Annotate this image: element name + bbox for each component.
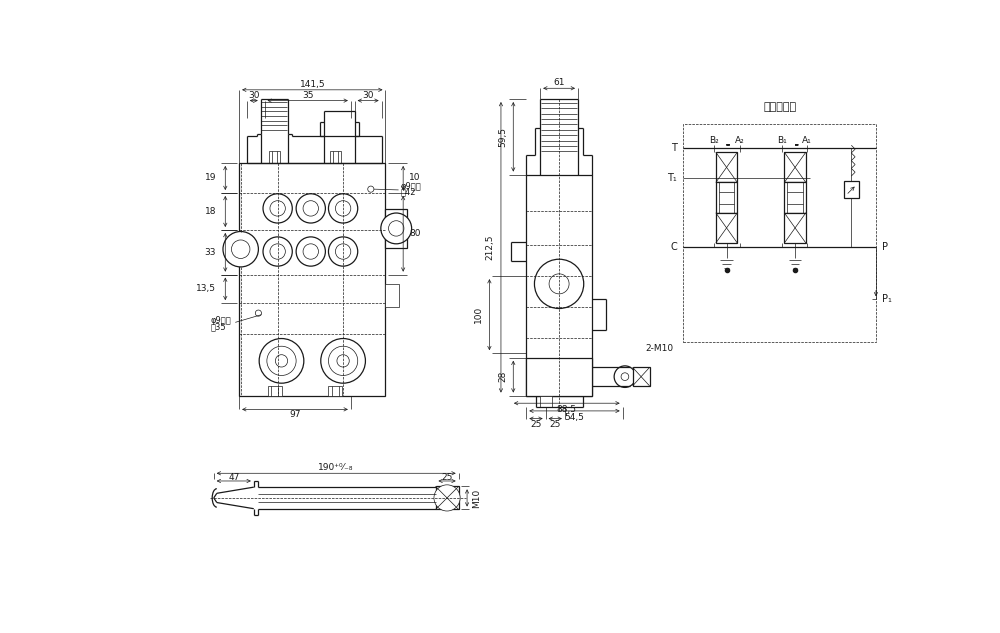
Circle shape [259,339,304,383]
Circle shape [270,201,285,216]
Text: 10: 10 [409,173,421,182]
Circle shape [434,485,460,511]
Bar [716,152,737,182]
Circle shape [231,240,250,258]
Text: 80: 80 [409,229,421,238]
Text: 100: 100 [474,306,483,323]
Text: B₂: B₂ [709,136,719,145]
Text: 97: 97 [289,410,301,419]
Text: 高42: 高42 [401,188,416,197]
Text: 30: 30 [248,91,260,100]
Bar [328,386,342,396]
Bar [269,151,280,163]
Bar [784,152,806,182]
Circle shape [549,274,569,294]
Bar [385,284,399,307]
Bar [844,182,859,198]
Circle shape [381,213,412,244]
Circle shape [296,194,325,223]
Text: 25: 25 [530,420,541,429]
Circle shape [270,244,285,260]
Text: 61: 61 [553,78,565,87]
Text: 19: 19 [205,173,216,182]
Circle shape [263,237,292,266]
Text: A₂: A₂ [735,136,745,145]
Circle shape [223,232,258,267]
Bar [385,209,407,248]
Text: 30: 30 [362,91,374,100]
Text: P: P [882,242,888,252]
Circle shape [328,194,358,223]
Circle shape [267,346,296,375]
Circle shape [368,186,374,192]
Bar [526,358,592,396]
Text: A₁: A₁ [802,136,812,145]
Bar [683,123,876,342]
Text: T₁: T₁ [668,173,677,182]
Text: 190⁺⁰⁄₋₈: 190⁺⁰⁄₋₈ [318,463,354,472]
Circle shape [389,221,404,236]
Circle shape [303,201,318,216]
Bar [784,182,806,213]
Circle shape [534,260,584,308]
Text: 212,5: 212,5 [486,235,495,260]
Bar [540,396,552,407]
Text: P₁: P₁ [882,294,892,304]
Bar [436,486,459,510]
Circle shape [255,310,261,316]
Text: 141,5: 141,5 [299,80,325,89]
Bar [716,213,737,243]
Text: M10: M10 [472,488,481,508]
Text: 25: 25 [549,420,561,429]
Circle shape [328,346,358,375]
Text: T: T [671,143,677,153]
Text: 18: 18 [205,207,216,216]
Text: 54,5: 54,5 [565,413,584,422]
Bar [716,182,737,213]
Circle shape [614,366,636,387]
Circle shape [275,354,288,367]
Bar [784,213,806,243]
Text: 47: 47 [228,473,239,482]
Circle shape [303,244,318,260]
Circle shape [621,373,629,380]
Text: φ9通孔: φ9通孔 [401,182,422,191]
Bar [526,175,592,396]
Text: C: C [671,242,677,252]
Circle shape [321,339,365,383]
Bar [633,367,650,386]
Text: 高35: 高35 [211,322,226,332]
Circle shape [263,194,292,223]
Circle shape [328,237,358,266]
Text: B₁: B₁ [777,136,787,145]
Circle shape [335,244,351,260]
Text: 液压原理图: 液压原理图 [763,102,796,112]
Text: 33: 33 [205,248,216,257]
Text: φ9通孔: φ9通孔 [211,316,231,325]
Text: 35: 35 [302,91,313,100]
Text: 2-M10: 2-M10 [646,344,674,353]
Text: 88,5: 88,5 [557,405,577,414]
Text: 59,5: 59,5 [498,127,507,147]
Circle shape [296,237,325,266]
Bar [268,386,282,396]
Text: 13,5: 13,5 [196,284,216,293]
Circle shape [337,354,349,367]
Text: 28: 28 [498,371,507,382]
Text: 25: 25 [441,473,453,482]
Bar [239,163,385,396]
Bar [330,151,341,163]
Circle shape [335,201,351,216]
